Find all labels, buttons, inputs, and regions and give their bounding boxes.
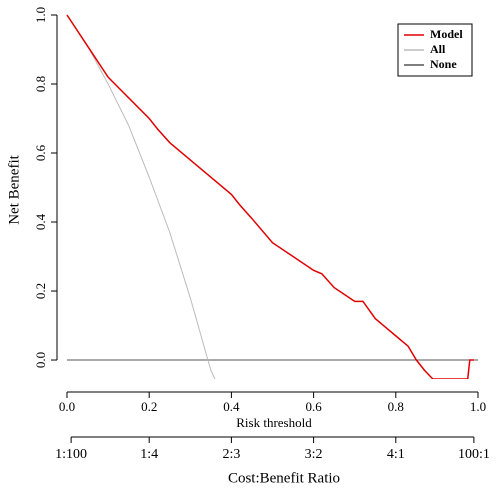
x-axis-label: Risk threshold xyxy=(236,415,312,430)
legend-label: None xyxy=(430,57,457,71)
series-line xyxy=(66,14,216,379)
x2-tick-label: 2:3 xyxy=(222,447,240,462)
y-tick-label: 0.4 xyxy=(33,213,48,230)
x-tick-label: 0.0 xyxy=(59,399,75,414)
y-tick-label: 0.0 xyxy=(33,352,48,368)
x-tick-label: 0.8 xyxy=(388,399,404,414)
series-line xyxy=(66,14,474,379)
x2-tick-label: 1:4 xyxy=(140,447,158,462)
x2-tick-label: 1:100 xyxy=(55,447,87,462)
legend-label: All xyxy=(430,42,446,56)
x2-tick-label: 4:1 xyxy=(387,447,405,462)
x-tick-label: 0.2 xyxy=(141,399,157,414)
x2-tick-label: 3:2 xyxy=(305,447,323,462)
y-tick-label: 0.6 xyxy=(33,144,48,161)
x-tick-label: 1.0 xyxy=(470,399,486,414)
legend-label: Model xyxy=(430,27,463,41)
y-tick-label: 0.2 xyxy=(33,283,48,299)
x-tick-label: 0.6 xyxy=(305,399,322,414)
y-axis-label: Net Benefit xyxy=(6,154,22,224)
y-tick-label: 0.8 xyxy=(33,76,48,92)
x-tick-label: 0.4 xyxy=(223,399,240,414)
y-tick-label: 1.0 xyxy=(33,7,48,23)
x2-axis-label: Cost:Benefit Ratio xyxy=(228,470,340,486)
x2-tick-label: 100:1 xyxy=(458,447,490,462)
